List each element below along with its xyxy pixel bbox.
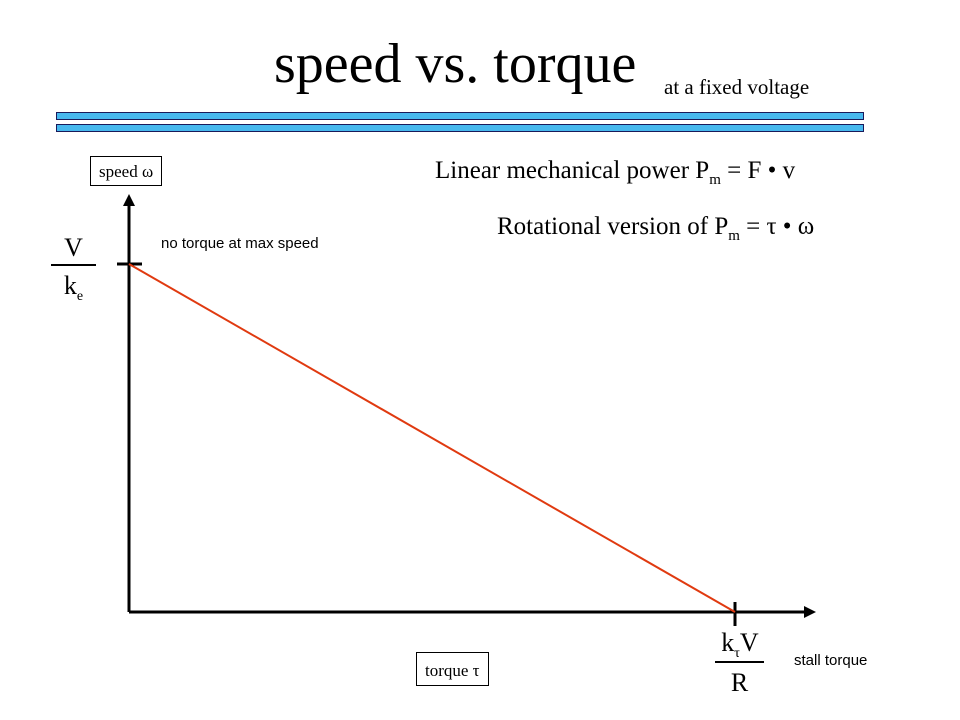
y-axis-label: speed ω: [99, 162, 154, 181]
slide-title: speed vs. torque: [274, 33, 637, 95]
annotation-stall-torque: stall torque: [794, 652, 868, 669]
title-divider-bar-top: [56, 112, 864, 120]
x-axis-label: torque τ: [425, 661, 480, 680]
y-intercept-numerator: V: [64, 233, 83, 262]
rotational-power-equation: Rotational version of Pm = τ • ω: [497, 213, 815, 244]
y-axis-label-box: speed ω: [90, 156, 163, 186]
y-intercept-denominator: ke: [63, 271, 84, 305]
title-divider-bar-bottom: [56, 124, 864, 132]
x-axis-arrow: [804, 606, 816, 618]
linear-power-equation: Linear mechanical power Pm = F • v: [435, 157, 796, 188]
x-intercept-numerator: kτV: [721, 628, 759, 662]
x-axis-label-box: torque τ: [416, 652, 489, 686]
x-intercept-denominator: R: [730, 668, 749, 697]
annotation-no-torque: no torque at max speed: [161, 235, 319, 252]
y-axis-arrow: [123, 194, 135, 206]
slide-subtitle: at a fixed voltage: [664, 75, 810, 99]
speed-torque-line: [128, 263, 736, 613]
